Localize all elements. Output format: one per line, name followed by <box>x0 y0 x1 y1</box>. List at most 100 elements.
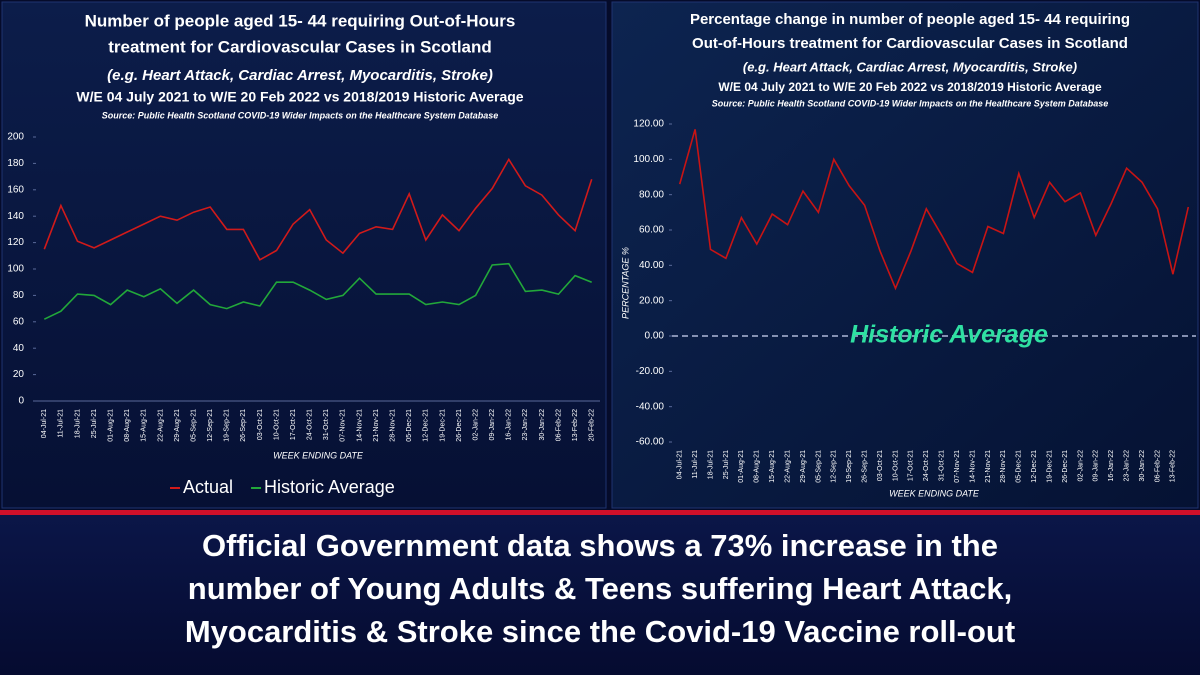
y-axis-label: PERCENTAGE % <box>620 247 630 319</box>
right-panel <box>611 1 1199 509</box>
x-tick-label: 12-Sep-21 <box>207 409 214 442</box>
x-tick-label: 06-Feb-22 <box>555 409 562 441</box>
x-tick-label: 16-Jan-22 <box>1108 450 1115 482</box>
x-tick-label: 24-Oct-21 <box>923 450 930 481</box>
chart-subtitle: (e.g. Heart Attack, Cardiac Arrest, Myoc… <box>743 59 1077 74</box>
x-tick-label: 02-Jan-22 <box>472 409 479 441</box>
x-tick-label: 12-Dec-21 <box>1031 450 1038 483</box>
y-tick-label: 0.00 <box>645 331 665 342</box>
chart-subtitle: W/E 04 July 2021 to W/E 20 Feb 2022 vs 2… <box>718 80 1102 94</box>
y-tick-label: -60.00 <box>636 437 665 448</box>
x-tick-label: 31-Oct-21 <box>323 409 330 440</box>
y-tick-label: 180 <box>7 158 24 169</box>
x-tick-label: 20-Feb-22 <box>589 409 596 441</box>
x-tick-label: 18-Jul-21 <box>707 450 714 479</box>
x-tick-label: 19-Sep-21 <box>224 409 231 442</box>
x-tick-label: 09-Jan-22 <box>489 409 496 441</box>
caption-banner <box>0 515 1200 675</box>
x-axis-label: WEEK ENDING DATE <box>273 450 364 460</box>
x-tick-label: 30-Jan-22 <box>539 409 546 441</box>
y-tick-label: 160 <box>7 184 24 195</box>
y-tick-label: 40.00 <box>639 260 664 271</box>
x-tick-label: 23-Jan-22 <box>522 409 529 441</box>
x-tick-label: 10-Oct-21 <box>892 450 899 481</box>
x-tick-label: 03-Oct-21 <box>257 409 264 440</box>
x-tick-label: 10-Oct-21 <box>273 409 280 440</box>
x-tick-label: 08-Aug-21 <box>124 409 131 442</box>
data-line <box>43 157 593 261</box>
y-tick-label: 100.00 <box>633 154 664 165</box>
caption: Official Government data shows a 73% inc… <box>185 528 1015 649</box>
caption-line: number of Young Adults & Teens suffering… <box>188 571 1012 606</box>
x-tick-label: 07-Nov-21 <box>954 450 961 483</box>
x-tick-label: 26-Sep-21 <box>861 450 868 483</box>
caption-line: Official Government data shows a 73% inc… <box>202 528 998 563</box>
x-tick-label: 16-Jan-22 <box>506 409 513 441</box>
chart-subtitle: W/E 04 July 2021 to W/E 20 Feb 2022 vs 2… <box>76 89 523 105</box>
x-tick-label: 02-Jan-22 <box>1077 450 1084 482</box>
x-tick-label: 11-Jul-21 <box>58 409 65 438</box>
data-line <box>43 262 592 320</box>
x-tick-label: 22-Aug-21 <box>157 409 164 442</box>
caption-line: Myocarditis & Stroke since the Covid-19 … <box>185 614 1015 649</box>
x-tick-label: 04-Jul-21 <box>41 409 48 438</box>
x-tick-label: 19-Dec-21 <box>439 409 446 442</box>
x-tick-label: 09-Jan-22 <box>1093 450 1100 482</box>
x-tick-label: 13-Feb-22 <box>1170 450 1177 482</box>
x-tick-label: 19-Dec-21 <box>1046 450 1053 483</box>
x-tick-label: 12-Sep-21 <box>831 450 838 483</box>
chart-subtitle: (e.g. Heart Attack, Cardiac Arrest, Myoc… <box>107 67 493 84</box>
x-tick-label: 05-Sep-21 <box>190 409 197 442</box>
y-tick-label: 100 <box>7 264 24 275</box>
x-tick-label: 05-Sep-21 <box>815 450 822 483</box>
x-tick-label: 25-Jul-21 <box>91 409 98 438</box>
x-tick-label: 06-Feb-22 <box>1154 450 1161 482</box>
y-tick-label: -20.00 <box>636 366 665 377</box>
x-tick-label: 04-Jul-21 <box>677 450 684 479</box>
y-tick-label: 20 <box>13 369 25 380</box>
x-tick-label: 26-Sep-21 <box>240 409 247 442</box>
y-tick-label: 20.00 <box>639 295 664 306</box>
y-tick-label: 60.00 <box>639 225 664 236</box>
x-tick-label: 19-Sep-21 <box>846 450 853 483</box>
x-tick-label: 21-Nov-21 <box>985 450 992 483</box>
y-tick-label: 120 <box>7 237 24 248</box>
x-tick-label: 15-Aug-21 <box>769 450 776 483</box>
x-tick-label: 15-Aug-21 <box>141 409 148 442</box>
x-tick-label: 07-Nov-21 <box>340 409 347 442</box>
chart-title: Number of people aged 15- 44 requiring O… <box>85 11 516 30</box>
x-tick-label: 21-Nov-21 <box>373 409 380 442</box>
x-tick-label: 11-Jul-21 <box>692 450 699 479</box>
left-panel <box>1 1 607 509</box>
y-tick-label: 80.00 <box>639 189 664 200</box>
x-tick-label: 08-Aug-21 <box>754 450 761 483</box>
divider <box>0 510 1200 515</box>
x-tick-label: 25-Jul-21 <box>723 450 730 479</box>
x-tick-label: 05-Dec-21 <box>1016 450 1023 483</box>
x-tick-label: 23-Jan-22 <box>1123 450 1130 482</box>
chart-title: treatment for Cardiovascular Cases in Sc… <box>108 37 492 56</box>
x-tick-label: 12-Dec-21 <box>423 409 430 442</box>
legend-label: Historic Average <box>264 477 395 497</box>
x-tick-label: 18-Jul-21 <box>74 409 81 438</box>
annotation: Historic Average <box>850 321 1048 349</box>
x-tick-label: 03-Oct-21 <box>877 450 884 481</box>
x-tick-label: 22-Aug-21 <box>784 450 791 483</box>
x-tick-label: 13-Feb-22 <box>572 409 579 441</box>
y-tick-label: 80 <box>13 290 25 301</box>
chart-title: Percentage change in number of people ag… <box>690 11 1130 28</box>
y-tick-label: 120.00 <box>633 119 664 130</box>
x-tick-label: 26-Dec-21 <box>456 409 463 442</box>
data-line <box>678 129 1190 291</box>
x-tick-label: 31-Oct-21 <box>939 450 946 481</box>
x-tick-label: 17-Oct-21 <box>290 409 297 440</box>
x-tick-label: 17-Oct-21 <box>908 450 915 481</box>
x-tick-label: 28-Nov-21 <box>389 409 396 442</box>
x-tick-label: 14-Nov-21 <box>969 450 976 483</box>
chart-source: Source: Public Health Scotland COVID-19 … <box>712 98 1109 108</box>
x-tick-label: 30-Jan-22 <box>1139 450 1146 482</box>
y-tick-label: 60 <box>13 316 25 327</box>
x-tick-label: 29-Aug-21 <box>800 450 807 483</box>
